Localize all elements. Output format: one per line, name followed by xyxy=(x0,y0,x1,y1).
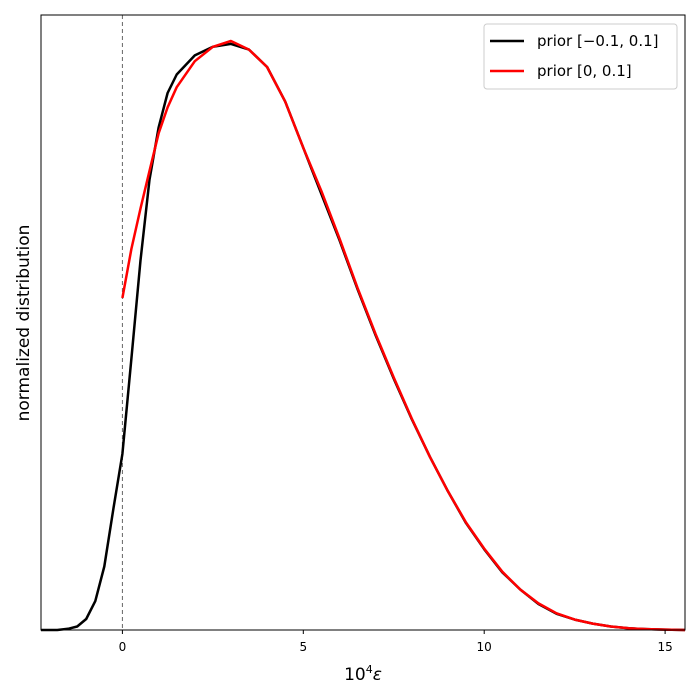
plot-frame xyxy=(40,14,686,631)
legend-label-1: prior [0, 0.1] xyxy=(537,62,632,80)
legend-box xyxy=(483,23,678,90)
legend: prior [−0.1, 0.1] prior [0, 0.1] xyxy=(483,23,678,90)
x-tick-label-1: 5 xyxy=(299,640,307,654)
x-axis-ticks: 0 5 10 15 xyxy=(119,630,673,654)
y-axis-label: normalized distribution xyxy=(14,225,34,422)
x-axis-label: 104ε xyxy=(344,663,382,685)
x-tick-label-2: 10 xyxy=(477,640,492,654)
x-tick-label-0: 0 xyxy=(119,640,127,654)
legend-label-0: prior [−0.1, 0.1] xyxy=(537,32,659,50)
series-layer xyxy=(41,39,686,632)
x-tick-label-3: 15 xyxy=(657,640,672,654)
series-line-1 xyxy=(121,39,686,632)
plot-area xyxy=(41,15,685,630)
